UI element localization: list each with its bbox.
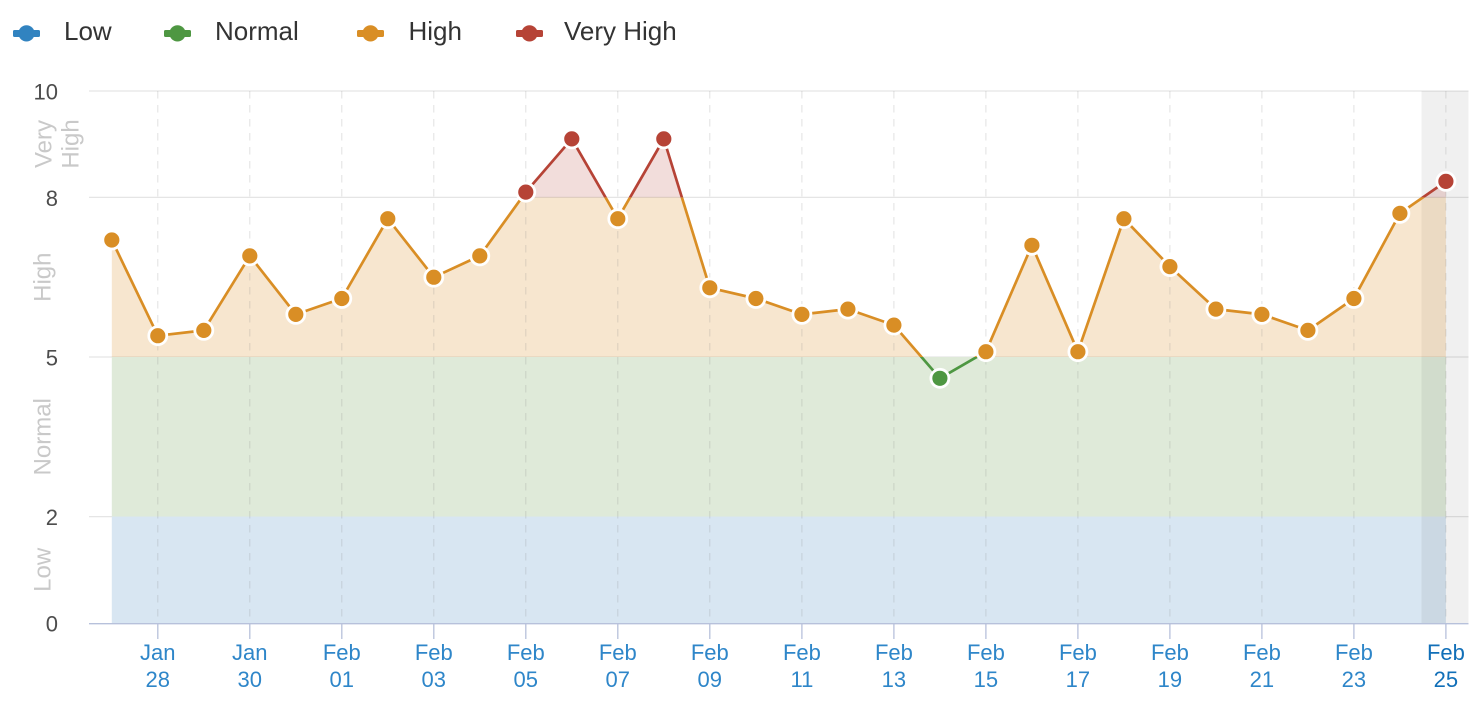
svg-text:Feb: Feb (415, 640, 453, 665)
svg-text:10: 10 (34, 80, 58, 105)
svg-text:Feb: Feb (967, 640, 1005, 665)
svg-text:Feb: Feb (1427, 640, 1465, 665)
svg-text:13: 13 (882, 667, 906, 692)
svg-text:30: 30 (238, 667, 262, 692)
svg-text:Feb: Feb (783, 640, 821, 665)
svg-text:07: 07 (606, 667, 630, 692)
svg-text:03: 03 (422, 667, 446, 692)
svg-text:Feb: Feb (1335, 640, 1373, 665)
svg-text:0: 0 (46, 612, 58, 637)
svg-text:05: 05 (514, 667, 538, 692)
svg-text:01: 01 (330, 667, 354, 692)
svg-text:Feb: Feb (1059, 640, 1097, 665)
svg-text:Low: Low (30, 547, 57, 592)
svg-text:09: 09 (698, 667, 722, 692)
svg-text:Low: Low (64, 16, 112, 46)
svg-text:19: 19 (1158, 667, 1182, 692)
svg-text:Very High: Very High (564, 16, 677, 46)
svg-text:Feb: Feb (875, 640, 913, 665)
svg-text:Jan: Jan (140, 640, 175, 665)
svg-text:Feb: Feb (323, 640, 361, 665)
svg-text:2: 2 (46, 505, 58, 530)
svg-text:Normal: Normal (30, 398, 57, 475)
svg-text:Feb: Feb (1151, 640, 1189, 665)
svg-text:11: 11 (790, 667, 813, 692)
svg-text:25: 25 (1434, 667, 1458, 692)
svg-text:Feb: Feb (599, 640, 637, 665)
svg-text:23: 23 (1342, 667, 1366, 692)
svg-text:Feb: Feb (507, 640, 545, 665)
svg-text:8: 8 (46, 186, 58, 211)
svg-text:Jan: Jan (232, 640, 267, 665)
svg-text:High: High (30, 253, 57, 302)
svg-text:17: 17 (1066, 667, 1090, 692)
svg-text:Normal: Normal (215, 16, 299, 46)
svg-text:Very: Very (31, 120, 58, 168)
svg-text:Feb: Feb (1243, 640, 1281, 665)
svg-text:15: 15 (974, 667, 998, 692)
svg-text:5: 5 (46, 346, 58, 371)
svg-text:28: 28 (146, 667, 170, 692)
svg-text:Feb: Feb (691, 640, 729, 665)
svg-text:High: High (57, 119, 84, 168)
svg-text:High: High (409, 16, 462, 46)
svg-text:21: 21 (1250, 667, 1274, 692)
